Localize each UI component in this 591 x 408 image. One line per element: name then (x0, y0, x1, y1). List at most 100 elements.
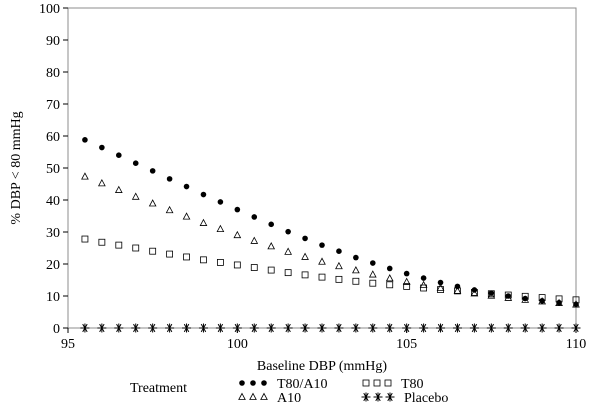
data-point (335, 275, 343, 283)
data-point (132, 244, 140, 252)
data-point (503, 323, 513, 333)
data-point (353, 254, 359, 261)
data-point (284, 247, 293, 255)
data-point (538, 294, 546, 302)
data-point (148, 199, 157, 207)
data-point (97, 179, 106, 187)
data-point (200, 256, 207, 264)
data-marks (80, 137, 581, 333)
data-point (571, 323, 581, 333)
y-tick-label: 30 (46, 226, 60, 241)
data-point (200, 191, 207, 198)
data-point (301, 271, 309, 279)
x-axis-title: Baseline DBP (mmHg) (257, 359, 387, 374)
data-point (183, 183, 190, 190)
data-point (537, 323, 547, 333)
data-point (232, 323, 242, 333)
data-point (149, 247, 157, 255)
data-point (572, 300, 580, 308)
data-point (131, 192, 140, 200)
data-point (452, 323, 462, 333)
y-tick-label: 100 (39, 2, 60, 17)
data-point (267, 242, 276, 250)
y-tick-label: 60 (46, 130, 60, 145)
data-point (419, 323, 429, 333)
legend-marker (361, 392, 371, 402)
legend-marker (239, 380, 245, 386)
data-point (385, 323, 395, 333)
legend-marker (385, 392, 395, 402)
data-point (319, 242, 325, 248)
data-point (99, 144, 105, 151)
series-a10 (81, 172, 580, 308)
data-point (370, 260, 376, 266)
data-point (454, 283, 461, 290)
data-point (555, 295, 563, 303)
data-point (148, 323, 158, 333)
data-point (335, 261, 343, 270)
data-point (368, 323, 378, 333)
data-point (249, 323, 259, 333)
data-point (351, 266, 360, 274)
data-point (402, 323, 412, 333)
data-point (453, 286, 462, 294)
data-point (268, 221, 275, 228)
data-point (522, 295, 528, 302)
legend-item: A10 (238, 391, 301, 406)
data-point (521, 292, 529, 300)
data-point (469, 323, 479, 333)
data-point (487, 291, 496, 299)
data-point (251, 214, 258, 220)
data-point (436, 323, 446, 333)
legend: Treatment T80/A10 T80 A10 Placebo (130, 377, 448, 406)
data-point (98, 238, 106, 246)
legend-marker (362, 379, 370, 387)
data-point (317, 323, 327, 333)
series-placebo (80, 323, 581, 333)
y-axis: 0 10 20 30 40 50 60 70 80 90 100 (39, 2, 68, 337)
y-tick-label: 40 (46, 194, 60, 209)
data-point (300, 323, 310, 333)
x-tick-label: 105 (396, 337, 417, 352)
legend-marker (384, 379, 392, 387)
data-point (216, 224, 225, 233)
data-point (132, 160, 139, 166)
data-point (334, 323, 344, 333)
legend-marker (238, 392, 246, 400)
data-point (283, 323, 293, 333)
series-t80-a10 (82, 137, 579, 308)
data-point (336, 248, 342, 254)
data-point (302, 235, 308, 242)
data-point (555, 298, 563, 306)
data-point (198, 323, 208, 333)
legend-title: Treatment (130, 381, 187, 396)
legend-marker (260, 392, 268, 400)
y-tick-label: 90 (46, 34, 60, 49)
data-point (385, 274, 394, 282)
data-point (301, 252, 309, 260)
data-point (487, 290, 495, 298)
legend-label: Placebo (404, 391, 448, 406)
legend-label: T80/A10 (277, 377, 328, 392)
y-tick-label: 50 (46, 162, 60, 177)
data-point (233, 261, 241, 269)
data-point (81, 172, 89, 180)
data-point (436, 283, 445, 291)
data-point (82, 137, 88, 143)
data-point (369, 279, 377, 287)
data-point (149, 168, 156, 174)
data-point (437, 279, 444, 286)
data-point (351, 323, 361, 333)
data-point (217, 199, 224, 205)
y-tick-label: 70 (46, 98, 60, 113)
data-point (368, 270, 377, 278)
data-point (115, 241, 123, 249)
data-point (318, 257, 326, 265)
data-point (521, 295, 530, 303)
data-point (250, 264, 258, 271)
data-point (166, 250, 174, 258)
data-point (538, 297, 546, 305)
data-point (572, 296, 580, 304)
legend-marker (373, 392, 383, 402)
